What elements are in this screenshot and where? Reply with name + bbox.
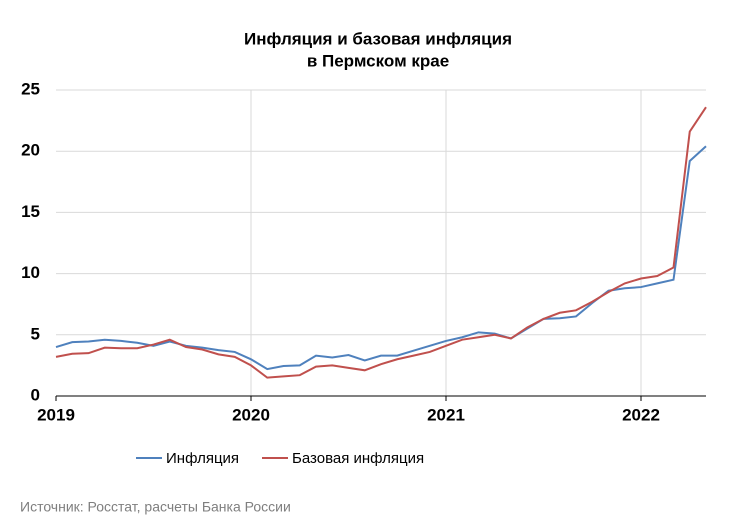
data-line (55, 145, 707, 371)
x-tick-label: 2020 (232, 405, 270, 424)
y-tick-label: 20 (21, 141, 40, 160)
y-tick-label: 25 (21, 79, 40, 98)
y-tick-label: 5 (31, 324, 40, 343)
data-line (55, 106, 707, 379)
y-tick-label: 15 (21, 202, 40, 221)
chart-title: в Пермском крае (307, 51, 449, 70)
x-tick-label: 2021 (427, 405, 465, 424)
source-note: Источник: Росстат, расчеты Банка России (20, 499, 291, 515)
x-tick-label: 2022 (622, 405, 660, 424)
y-tick-label: 10 (21, 263, 40, 282)
chart-title: Инфляция и базовая инфляция (244, 29, 512, 48)
x-tick-label: 2019 (37, 405, 75, 424)
legend-label: Инфляция (166, 450, 239, 467)
y-tick-label: 0 (31, 385, 40, 404)
legend-label: Базовая инфляция (292, 450, 424, 467)
